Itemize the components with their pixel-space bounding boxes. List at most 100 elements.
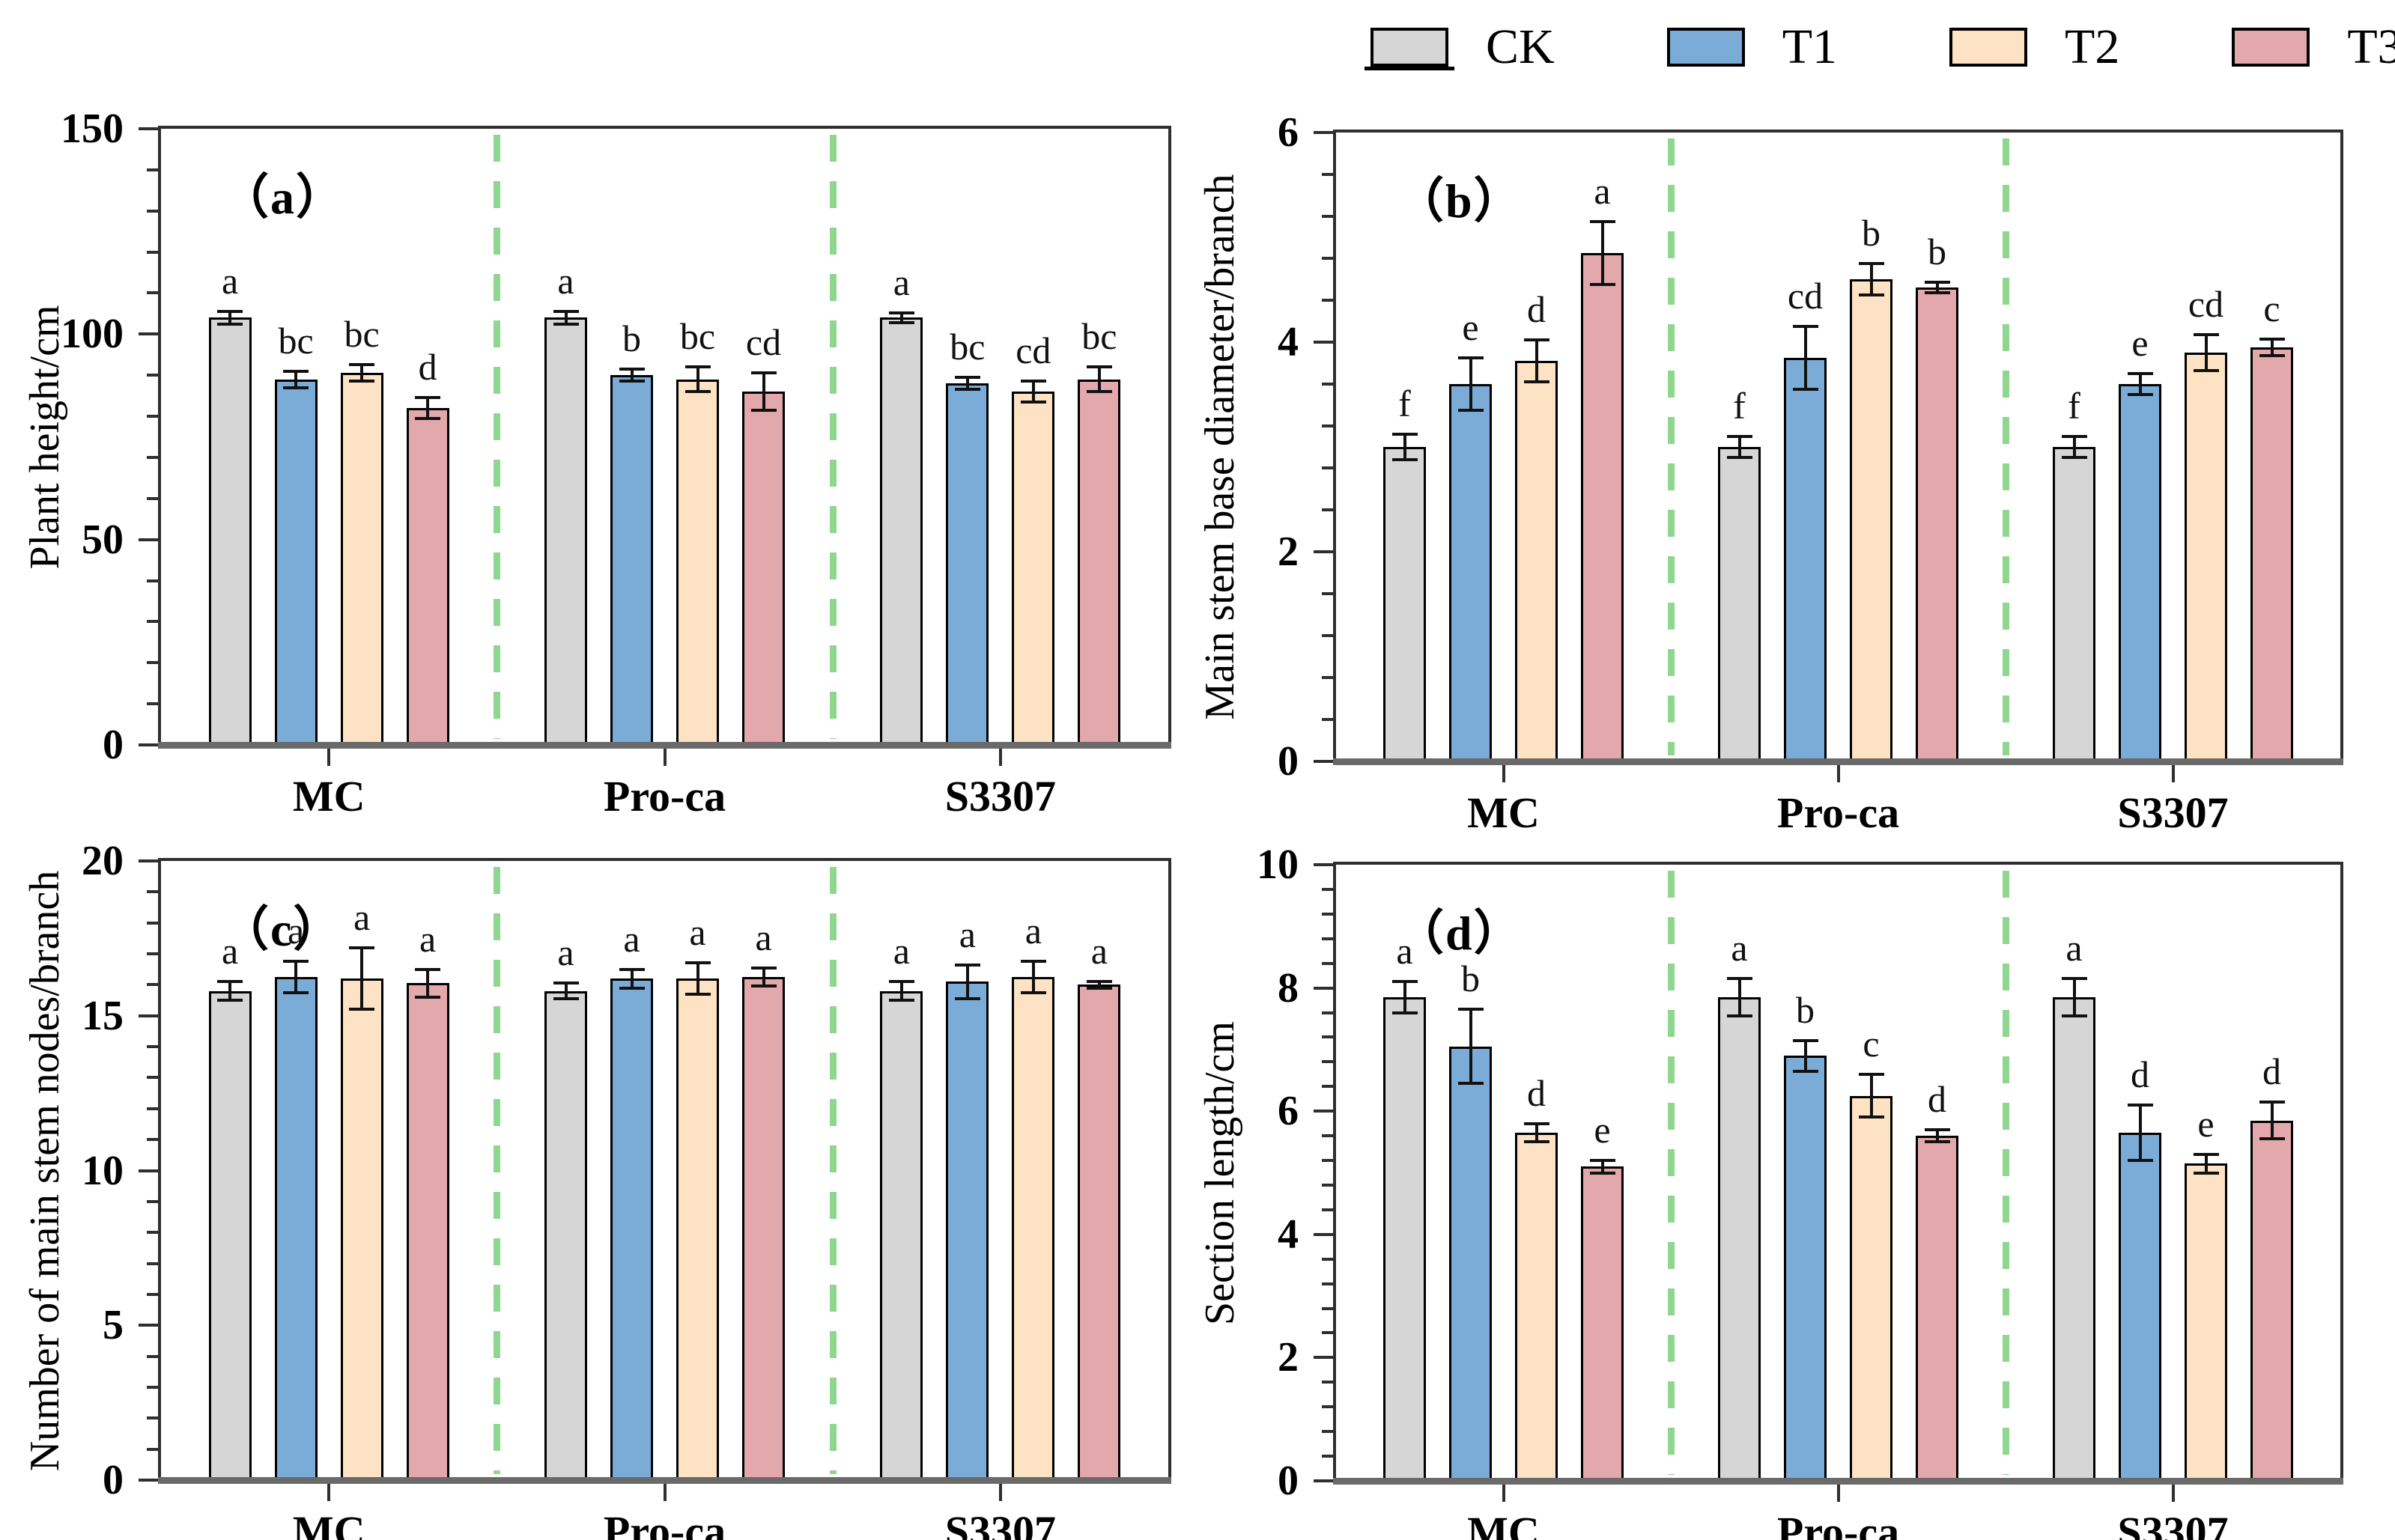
bar-t3-Pro-ca: [1916, 287, 1958, 761]
x-tick-MC: [1502, 1484, 1505, 1502]
y-minor-tick: [1322, 1331, 1333, 1335]
y-major-tick: [1314, 1479, 1333, 1482]
bar-t3-MC: [406, 408, 449, 745]
error-cap-bottom: [1391, 457, 1418, 461]
error-bar-t1-S3307: [2138, 374, 2142, 395]
y-minor-tick: [1322, 1183, 1333, 1187]
legend-swatch-t1: [1666, 28, 1745, 67]
bar-t2-Pro-ca: [676, 379, 719, 745]
error-cap-top: [283, 960, 309, 964]
bar-t1-MC: [1449, 1046, 1492, 1481]
x-category-label-Pro-ca: Pro-ca: [603, 772, 726, 821]
y-tick-label: 6: [1278, 109, 1299, 156]
significance-letter-t1-MC: a: [288, 910, 305, 952]
error-cap-top: [415, 396, 441, 400]
y-minor-tick: [147, 291, 158, 295]
y-minor-tick: [1322, 1306, 1333, 1310]
error-cap-bottom: [2127, 393, 2153, 396]
y-minor-tick: [1322, 1405, 1333, 1409]
y-major-tick: [1314, 760, 1333, 763]
y-minor-tick: [1322, 1035, 1333, 1039]
y-minor-tick: [147, 168, 158, 171]
y-minor-tick: [1322, 718, 1333, 721]
y-tick-label: 150: [61, 106, 124, 152]
bar-t2-Pro-ca: [676, 979, 719, 1480]
significance-letter-ck-MC: a: [222, 930, 239, 973]
error-cap-top: [1792, 1038, 1818, 1042]
error-cap-top: [619, 367, 645, 371]
error-cap-top: [750, 371, 777, 375]
y-tick-label: 5: [103, 1302, 124, 1349]
y-minor-tick: [1322, 466, 1333, 469]
error-bar-t2-S3307: [2204, 335, 2208, 371]
legend-item-t2: T2: [1949, 22, 2119, 72]
error-bar-t1-MC: [294, 371, 298, 388]
y-minor-tick: [1322, 676, 1333, 679]
significance-letter-t1-S3307: e: [2131, 322, 2149, 364]
error-cap-top: [1924, 1127, 1950, 1131]
significance-letter-t2-Pro-ca: b: [1862, 212, 1881, 254]
x-category-label-S3307: S3307: [2117, 1508, 2229, 1540]
error-cap-top: [2259, 337, 2285, 341]
error-cap-top: [1391, 433, 1418, 436]
significance-letter-t1-S3307: a: [959, 913, 976, 955]
error-cap-top: [1020, 960, 1046, 964]
error-cap-bottom: [2061, 1014, 2087, 1017]
error-cap-bottom: [888, 999, 914, 1002]
y-minor-tick: [1322, 1455, 1333, 1458]
y-major-tick: [139, 127, 158, 130]
x-tick-MC: [327, 748, 331, 766]
bar-t2-MC: [1515, 361, 1558, 761]
significance-letter-ck-S3307: a: [893, 930, 910, 973]
x-tick-Pro-ca: [1836, 764, 1840, 782]
y-tick-label: 4: [1278, 1211, 1299, 1258]
significance-letter-t1-MC: b: [1461, 958, 1480, 1000]
legend-label-t2: T2: [2065, 19, 2120, 74]
error-cap-top: [1589, 1159, 1615, 1163]
error-bar-t2-S3307: [2204, 1154, 2208, 1173]
error-cap-bottom: [1020, 990, 1046, 994]
y-axis-title-a: Plant height/cm: [22, 304, 68, 570]
x-axis-line: [1333, 758, 2343, 765]
y-major-tick: [139, 332, 158, 336]
error-bar-t3-MC: [426, 969, 430, 997]
significance-letter-t3-MC: e: [1594, 1109, 1611, 1151]
error-cap-top: [2193, 333, 2219, 337]
error-cap-bottom: [1523, 380, 1549, 384]
error-cap-bottom: [684, 992, 711, 996]
bar-t3-S3307: [2250, 347, 2293, 761]
bar-t1-Pro-ca: [610, 979, 653, 1480]
error-cap-bottom: [1020, 400, 1046, 404]
group-separator: [494, 867, 501, 1474]
error-cap-top: [684, 961, 711, 965]
y-minor-tick: [147, 415, 158, 419]
error-cap-top: [553, 981, 579, 985]
error-bar-ck-MC: [228, 981, 232, 1001]
error-cap-bottom: [283, 990, 309, 994]
group-separator: [829, 867, 837, 1474]
y-minor-tick: [1322, 592, 1333, 595]
error-cap-bottom: [415, 995, 441, 999]
error-bar-t3-S3307: [1097, 981, 1101, 988]
y-minor-tick: [1322, 1282, 1333, 1285]
y-major-tick: [1314, 863, 1333, 866]
error-cap-top: [2127, 372, 2153, 375]
significance-letter-ck-Pro-ca: f: [1733, 385, 1746, 427]
error-cap-bottom: [1792, 1069, 1818, 1073]
legend-label-t1: T1: [1782, 19, 1838, 74]
error-cap-top: [1589, 220, 1615, 223]
bar-t1-Pro-ca: [1784, 358, 1827, 761]
error-cap-top: [1457, 356, 1484, 359]
error-bar-ck-S3307: [899, 312, 903, 323]
error-bar-t3-MC: [1600, 1160, 1604, 1173]
y-minor-tick: [147, 1416, 158, 1420]
bar-ck-MC: [1383, 447, 1426, 761]
y-minor-tick: [147, 952, 158, 956]
group-separator: [2003, 871, 2009, 1475]
error-cap-top: [553, 310, 579, 314]
y-minor-tick: [1322, 299, 1333, 302]
error-cap-bottom: [619, 986, 645, 990]
y-tick-label: 8: [1278, 964, 1299, 1011]
error-cap-top: [888, 980, 914, 984]
